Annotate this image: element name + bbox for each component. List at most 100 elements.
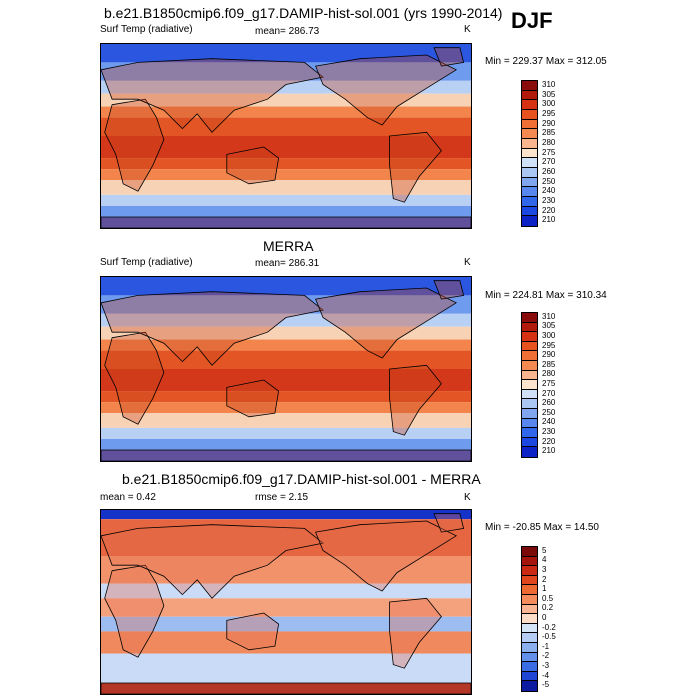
colorbar-tick-label: 310 [542, 79, 556, 89]
colorbar-cell [522, 81, 537, 91]
colorbar-tick-label: 290 [542, 118, 556, 128]
colorbar-cell [522, 575, 537, 586]
colorbar-cell [522, 187, 537, 197]
colorbar-cell [522, 595, 537, 605]
continent-south-america [389, 131, 442, 203]
map-band [101, 62, 471, 81]
map-band [101, 205, 471, 217]
panel3-map-graphic [101, 510, 471, 694]
colorbar-tick-label: 3 [542, 565, 547, 574]
map-band [101, 350, 471, 369]
map-band [101, 169, 471, 181]
colorbar-tick-label: 240 [542, 186, 556, 196]
colorbar-cell [522, 177, 537, 188]
colorbar-cell [522, 643, 537, 653]
colorbar-cell [522, 437, 537, 448]
colorbar-cell [522, 662, 537, 672]
colorbar-cell [522, 380, 537, 390]
continent-eurasia [101, 291, 324, 366]
colorbar-cell [522, 370, 537, 381]
colorbar-tick-label: 295 [542, 340, 556, 350]
panel2-title: MERRA [263, 238, 314, 254]
map-band [101, 510, 471, 520]
map-band [101, 136, 471, 159]
panel3-minmax: Min = -20.85 Max = 14.50 [485, 522, 599, 533]
colorbar-cell [522, 322, 537, 333]
panel1-map [100, 43, 472, 229]
colorbar-cell [522, 158, 537, 168]
colorbar-tick-label: 0.2 [542, 603, 554, 613]
map-band [101, 158, 471, 170]
map-band [101, 583, 471, 599]
colorbar-tick-label: 260 [542, 398, 556, 408]
colorbar-cell [522, 110, 537, 120]
colorbar-cell [522, 428, 537, 438]
colorbar-tick-label: 1 [542, 584, 547, 594]
colorbar-cell [522, 168, 537, 178]
map-band [101, 93, 471, 107]
panel1-title: b.e21.B1850cmip6.f09_g17.DAMIP-hist-sol.… [104, 5, 503, 21]
continent-south-america [389, 597, 442, 669]
colorbar-tick-label: -2 [542, 651, 550, 661]
colorbar-cell [522, 671, 537, 682]
colorbar-tick-label: 0.5 [542, 593, 554, 603]
panel2-units-label: K [464, 257, 471, 268]
map-band [101, 653, 471, 683]
continent-eurasia [101, 58, 324, 133]
panel2-mean-label: mean= 286.31 [255, 258, 320, 269]
panel1-units-label: K [464, 24, 471, 35]
map-band [101, 556, 471, 584]
panel3-map [100, 509, 472, 695]
colorbar-tick-label: -0.5 [542, 632, 556, 642]
colorbar-tick-label: 220 [542, 205, 556, 215]
map-band [101, 216, 471, 228]
colorbar-tick-label: -3 [542, 661, 550, 670]
colorbar-tick-label: -5 [542, 680, 550, 690]
panel1-minmax: Min = 229.37 Max = 312.05 [485, 56, 607, 67]
colorbar-tick-label: 280 [542, 369, 556, 379]
map-band [101, 631, 471, 654]
colorbar-tick-label: 5 [542, 545, 547, 555]
continent-greenland [433, 280, 465, 300]
map-band [101, 117, 471, 136]
panel2-minmax: Min = 224.81 Max = 310.34 [485, 290, 607, 301]
colorbar-cell [522, 652, 537, 663]
colorbar-tick-label: 230 [542, 195, 556, 205]
continent-greenland [433, 47, 465, 67]
continent-antarctica [101, 682, 471, 694]
continent-north-america [315, 54, 458, 126]
colorbar-cell [522, 351, 537, 361]
colorbar-tick-label: 250 [542, 176, 556, 186]
colorbar-tick-label: 300 [542, 331, 556, 340]
colorbar-cell [522, 418, 537, 429]
map-band [101, 598, 471, 617]
panel1-variable-label: Surf Temp (radiative) [100, 24, 193, 35]
colorbar-cell [522, 389, 537, 400]
season-label: DJF [511, 8, 553, 33]
colorbar-tick-label: 240 [542, 417, 556, 427]
map-band [101, 682, 471, 694]
colorbar-tick-label: -0.2 [542, 622, 556, 632]
colorbar-tick-label: 210 [542, 446, 556, 456]
map-band [101, 80, 471, 94]
colorbar-cell [522, 216, 537, 226]
panel3-mean-label: mean = 0.42 [100, 492, 156, 503]
colorbar-cell [522, 129, 537, 139]
colorbar-tick-label: 220 [542, 436, 556, 446]
colorbar-tick-label: 290 [542, 350, 556, 360]
map-band [101, 616, 471, 632]
map-band [101, 339, 471, 351]
colorbar-tick-label: 305 [542, 321, 556, 331]
map-band [101, 402, 471, 414]
colorbar-cell [522, 341, 537, 352]
map-band [101, 413, 471, 428]
colorbar-cell [522, 313, 537, 323]
continent-australia [226, 146, 280, 185]
map-band [101, 326, 471, 340]
map-band [101, 106, 471, 118]
colorbar-tick-label: -4 [542, 670, 550, 680]
colorbar-tick-label: 275 [542, 147, 556, 157]
colorbar-tick-label: 285 [542, 128, 556, 138]
colorbar-cell [522, 399, 537, 409]
panel3-colorbar [521, 546, 538, 692]
